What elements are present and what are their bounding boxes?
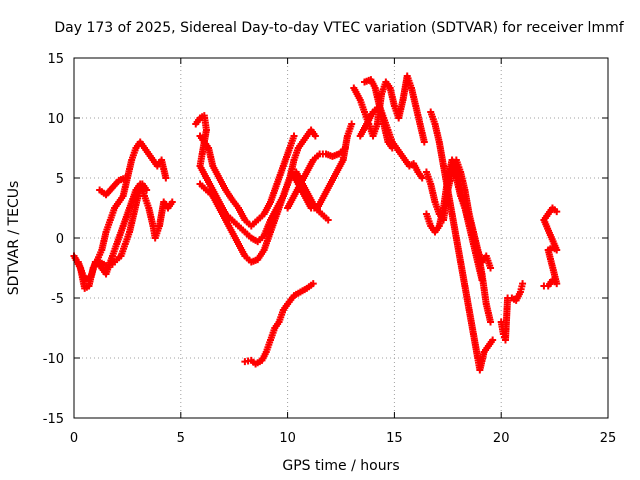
y-axis-label: SDTVAR / TECUs (6, 181, 22, 296)
y-tick-label: -15 (43, 412, 64, 427)
data-point (121, 174, 129, 182)
data-points (70, 72, 561, 374)
x-axis-label: GPS time / hours (282, 458, 399, 474)
y-tick-label: 10 (47, 112, 64, 127)
data-point (420, 138, 428, 146)
y-tick-label: 5 (56, 172, 64, 187)
data-point (348, 120, 356, 128)
y-tick-label: -5 (51, 292, 64, 307)
tick-labels: 0 5 10 15 20 25 -15 -10 -5 0 5 10 15 (43, 52, 617, 446)
x-tick-label: 0 (70, 431, 78, 446)
x-tick-label: 15 (386, 431, 403, 446)
data-point (324, 216, 332, 224)
x-tick-label: 25 (600, 431, 617, 446)
data-point (168, 198, 176, 206)
x-tick-label: 20 (493, 431, 510, 446)
data-point (418, 174, 426, 182)
y-tick-label: -10 (43, 352, 64, 367)
y-tick-label: 0 (56, 232, 64, 247)
data-point (290, 132, 298, 140)
data-point (311, 132, 319, 140)
data-point (478, 276, 486, 284)
chart-title: Day 173 of 2025, Sidereal Day-to-day VTE… (54, 20, 624, 36)
data-point (519, 280, 527, 288)
x-tick-label: 5 (177, 431, 185, 446)
data-point (143, 186, 151, 194)
data-point (162, 174, 170, 182)
data-point (489, 336, 497, 344)
data-point (487, 318, 495, 326)
data-point (309, 280, 317, 288)
data-point (388, 144, 396, 152)
axis-ticks (73, 57, 609, 419)
y-tick-label: 15 (47, 52, 64, 67)
data-point (487, 264, 495, 272)
x-tick-label: 10 (279, 431, 296, 446)
data-point (553, 208, 561, 216)
